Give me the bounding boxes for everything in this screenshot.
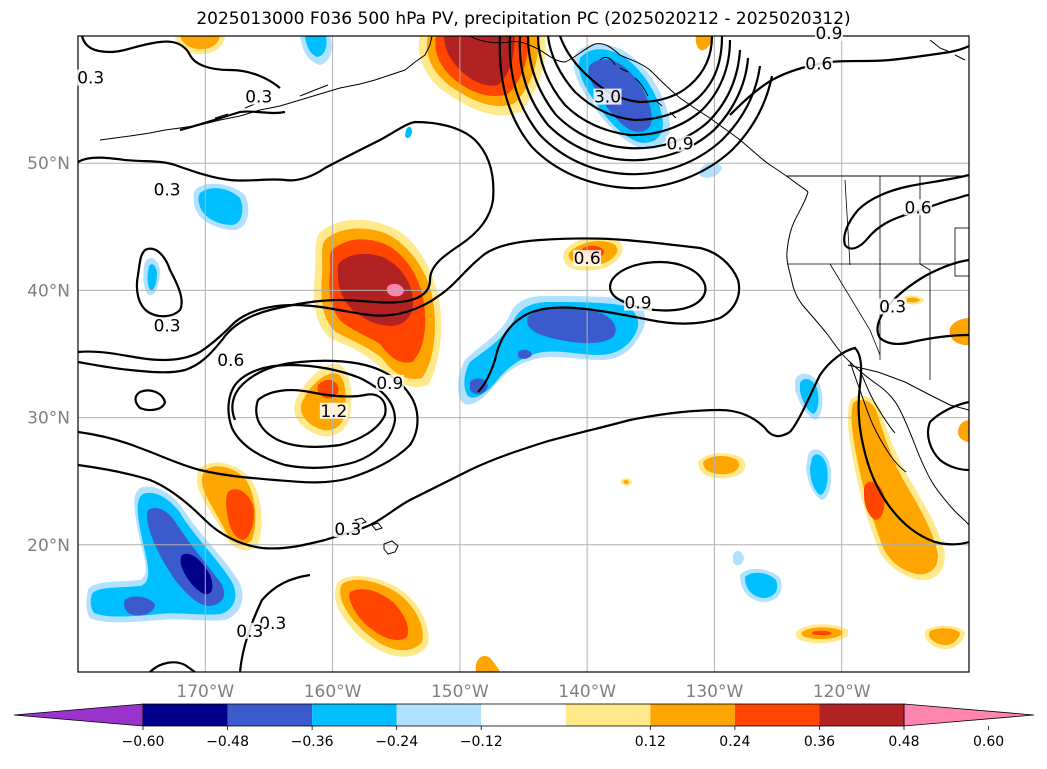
contour-label-bg [878, 298, 907, 315]
contour-label: 0.6 [805, 55, 832, 75]
map-frame [77, 35, 970, 673]
lon-label: 140°W [558, 682, 616, 702]
colorbar-tick-label: 0.24 [719, 734, 750, 750]
colorbar-tick-label: 0.36 [804, 734, 835, 750]
colorbar: −0.60 −0.48 −0.36 −0.24 −0.12 0.12 0.24 0.36 0.4… [13, 703, 1035, 750]
colorbar-tick-label: −0.60 [122, 734, 165, 750]
contour-label-bg [593, 88, 622, 105]
precip-blob-122w-13n [795, 624, 849, 644]
colorbar-segment [819, 704, 904, 726]
contour-label: 0.6 [905, 198, 932, 218]
lon-label: 120°W [813, 682, 871, 702]
colorbar-segment [143, 704, 228, 726]
contour-label: 0.9 [625, 294, 652, 314]
pv-contours [78, 36, 969, 672]
contour-label-bg [624, 294, 653, 311]
contour-label-bg [904, 199, 933, 216]
contour-label: 0.3 [259, 614, 286, 634]
colorbar-tick-label: 0.60 [973, 734, 1004, 750]
precip-blob-168w-23n [196, 462, 262, 551]
colorbar-segment [734, 704, 820, 726]
precip-blob-140w-37n [458, 295, 646, 405]
contour-label-bg [244, 88, 273, 105]
colorbar-tick-label: −0.48 [206, 734, 249, 750]
contour-label: 0.3 [879, 297, 906, 317]
contour-label-bg [235, 622, 264, 639]
contour-label-bg [153, 181, 182, 198]
colorbar-tick-label: −0.12 [460, 734, 503, 750]
latitude-labels: 20°N 30°N 40°N 50°N [27, 154, 70, 556]
colorbar-tick-label: 0.12 [635, 734, 666, 750]
contour-label: 0.3 [154, 317, 181, 337]
contour-label: 1.2 [320, 402, 347, 422]
contour-label: 0.9 [815, 24, 842, 44]
contour-label-bg [258, 615, 287, 632]
contour-label: 0.3 [245, 88, 272, 108]
contour-label-bg [804, 55, 833, 72]
lon-label: 150°W [431, 682, 489, 702]
precip-blob-165w-20n [86, 486, 243, 623]
contour-label-bg [153, 317, 182, 334]
precip-blob-155w-15n [335, 576, 429, 657]
contour-label-bg [375, 374, 404, 391]
precipitation-shading [86, 36, 969, 672]
precip-blob-130w-26n [698, 453, 746, 479]
lon-label: 130°W [686, 682, 744, 702]
colorbar-extend-high [903, 703, 1035, 727]
map-title: 2025013000 F036 500 hPa PV, precipitatio… [196, 9, 851, 29]
colorbar-segment [565, 704, 651, 726]
precip-blob-north-central [418, 36, 546, 116]
contour-label: 0.9 [667, 135, 694, 155]
precip-blob-baja [847, 395, 945, 581]
longitude-labels: 170°W 160°W 150°W 140°W 130°W 120°W [176, 682, 870, 702]
colorbar-tick-label: 0.48 [888, 734, 919, 750]
colorbar-frame [142, 703, 905, 727]
contour-label: 0.3 [334, 520, 361, 540]
lat-label: 20°N [27, 536, 70, 556]
contour-labels: 0.30.30.30.30.60.91.20.60.93.00.90.60.90… [76, 24, 933, 642]
contour-label: 0.6 [574, 249, 601, 269]
colorbar-segment [312, 704, 397, 726]
contour-label-bg [814, 25, 843, 41]
lat-label: 30°N [27, 409, 70, 429]
lat-label: 40°N [27, 281, 70, 301]
lon-label: 160°W [304, 682, 362, 702]
contour-label: 3.0 [594, 88, 621, 108]
precip-blob-central [313, 219, 442, 388]
contour-label-bg [333, 521, 362, 538]
contour-label-bg [666, 135, 695, 152]
contour-label-bg [76, 69, 105, 86]
contour-label: 0.9 [376, 374, 403, 394]
contour-label-bg [216, 351, 245, 368]
contour-label: 0.6 [217, 351, 244, 371]
lon-label: 170°W [176, 682, 234, 702]
contour-label-bg [319, 402, 348, 419]
colorbar-tick-label: −0.24 [375, 734, 418, 750]
contour-label: 0.3 [154, 180, 181, 200]
colorbar-tick-label: −0.36 [291, 734, 334, 750]
colorbar-segment [650, 704, 735, 726]
colorbar-segment [481, 704, 566, 726]
colorbar-segment [396, 704, 482, 726]
contour-label-bg [573, 250, 602, 267]
colorbar-extend-low [13, 703, 144, 727]
lat-label: 50°N [27, 154, 70, 174]
colorbar-segment [227, 704, 313, 726]
contour-label: 0.3 [77, 69, 104, 89]
contour-label: 0.3 [236, 622, 263, 642]
